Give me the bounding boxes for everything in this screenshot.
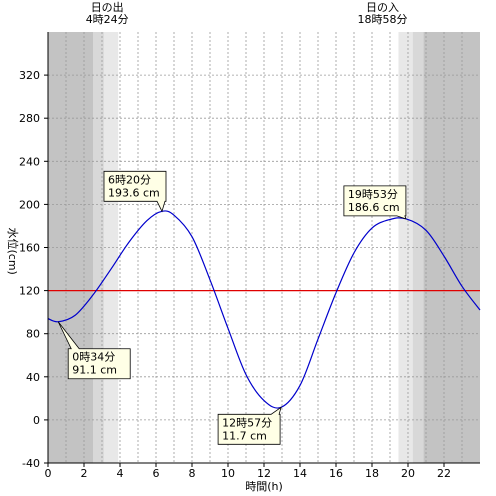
y-tick-label: 120 [19,285,40,298]
sunset-label: 日の入 [366,1,399,14]
callout-box [217,406,282,445]
y-axis-ticks: -40 0 40 80 120 160 200 240 280 320 [19,69,48,470]
sunrise-time: 4時24分 [86,13,129,26]
x-tick-label: 8 [189,467,196,480]
callout-time: 0時34分 [72,351,115,364]
sunset-time: 18時58分 [357,13,407,26]
y-tick-label: 40 [26,371,40,384]
callout-value: 11.7 cm [222,429,267,442]
sunrise-label: 日の出 [91,0,124,14]
callout-value: 91.1 cm [72,364,117,377]
x-tick-label: 6 [153,467,160,480]
y-tick-label: 320 [19,69,40,82]
y-tick-label: 160 [19,242,40,255]
y-tick-label: 80 [26,328,40,341]
y-tick-label: 280 [19,112,40,125]
x-tick-label: 18 [365,467,379,480]
y-axis-label: 水位(cm) [6,228,20,275]
y-tick-label: -40 [22,457,40,470]
x-tick-label: 10 [221,467,235,480]
x-tick-label: 22 [437,467,451,480]
x-tick-label: 12 [257,467,271,480]
callout-box [57,321,131,380]
callout-time: 12時57分 [222,416,272,429]
x-tick-label: 4 [117,467,124,480]
y-tick-label: 200 [19,198,40,211]
callout-time: 19時53分 [348,188,398,201]
callout-box [343,185,407,220]
callout-time: 6時20分 [108,173,151,186]
x-axis-label: 時間(h) [245,480,283,493]
sun-labels: 日の出 4時24分 日の入 18時58分 [86,0,408,26]
callout-value: 186.6 cm [348,201,400,214]
x-tick-label: 2 [81,467,88,480]
x-tick-label: 0 [45,467,52,480]
x-axis-ticks: 0 2 4 6 8 10 12 14 16 18 20 22 [45,463,451,480]
callout-value: 193.6 cm [108,186,160,199]
y-tick-label: 240 [19,155,40,168]
x-tick-label: 16 [329,467,343,480]
x-tick-label: 20 [401,467,415,480]
callout-box [103,170,167,213]
x-tick-label: 14 [293,467,307,480]
y-tick-label: 0 [33,414,40,427]
